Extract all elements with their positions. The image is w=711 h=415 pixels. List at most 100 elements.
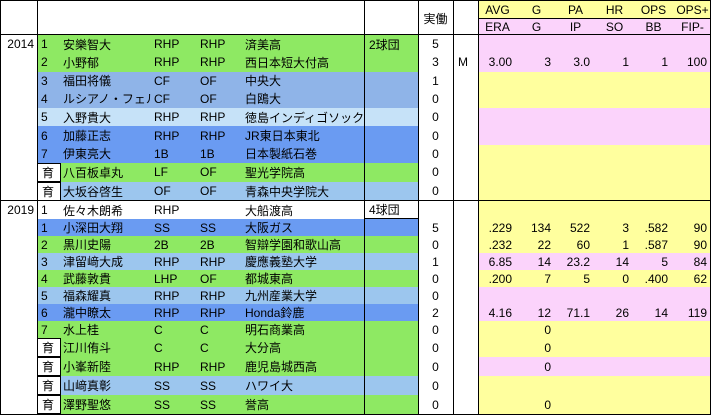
cell-competing-teams[interactable]	[364, 89, 418, 109]
cell-competing-teams[interactable]	[364, 270, 418, 287]
cell-stat-2[interactable]	[556, 287, 595, 304]
cell-stat-5[interactable]	[673, 35, 710, 54]
cell-stat-1[interactable]	[517, 126, 556, 145]
cell-year[interactable]	[1, 338, 37, 357]
cell-stat-5[interactable]	[673, 108, 710, 127]
cell-position-current[interactable]: 2B	[197, 236, 243, 253]
cell-stat-3[interactable]	[595, 181, 634, 201]
cell-year[interactable]	[1, 270, 37, 287]
cell-player-name[interactable]: 黒川史陽	[61, 236, 151, 253]
cell-stat-1[interactable]	[517, 108, 556, 127]
cell-stat-0[interactable]	[478, 35, 517, 54]
cell-mark[interactable]	[453, 321, 478, 338]
cell-year[interactable]	[1, 162, 37, 182]
cell-player-name[interactable]: 水上桂	[61, 321, 151, 338]
cell-stat-3[interactable]	[595, 108, 634, 127]
cell-stat-3[interactable]: 26	[595, 304, 634, 321]
cell-stat-1[interactable]: 0	[517, 357, 556, 376]
cell-stat-2[interactable]	[556, 321, 595, 338]
cell-position-drafted[interactable]: CF	[151, 89, 197, 109]
cell-player-name[interactable]: 瀧中瞭太	[61, 304, 151, 321]
cell-stat-0[interactable]	[478, 89, 517, 109]
cell-round[interactable]: 3	[37, 71, 61, 90]
cell-round[interactable]: 育	[37, 395, 61, 414]
cell-years-active[interactable]: 0	[418, 162, 453, 182]
cell-round[interactable]: 育	[37, 357, 61, 376]
cell-position-drafted[interactable]: C	[151, 338, 197, 357]
cell-year[interactable]: 2014	[1, 35, 37, 54]
cell-stat-0[interactable]: 6.85	[478, 253, 517, 270]
cell-stat-3[interactable]: 14	[595, 253, 634, 270]
cell-stat-2[interactable]	[556, 338, 595, 357]
cell-stat-1[interactable]: 7	[517, 270, 556, 287]
cell-player-name[interactable]: 福田将儀	[61, 71, 151, 90]
cell-years-active[interactable]: 0	[418, 395, 453, 414]
cell-stat-2[interactable]	[556, 162, 595, 182]
cell-player-name[interactable]: ルシアノ・フェルナ	[61, 89, 151, 109]
cell-position-drafted[interactable]: 1B	[151, 144, 197, 163]
cell-year[interactable]	[1, 108, 37, 127]
cell-years-active[interactable]: 0	[418, 181, 453, 201]
cell-stat-0[interactable]	[478, 338, 517, 357]
cell-stat-1[interactable]: 0	[517, 338, 556, 357]
cell-competing-teams[interactable]	[364, 71, 418, 90]
cell-position-drafted[interactable]: SS	[151, 376, 197, 395]
cell-position-drafted[interactable]: C	[151, 321, 197, 338]
cell-stat-4[interactable]: .582	[634, 219, 673, 236]
cell-stat-3[interactable]	[595, 162, 634, 182]
cell-stat-5[interactable]	[673, 89, 710, 109]
cell-years-active[interactable]: 0	[418, 236, 453, 253]
cell-stat-1[interactable]	[517, 71, 556, 90]
cell-stat-4[interactable]	[634, 287, 673, 304]
cell-round[interactable]: 4	[37, 270, 61, 287]
cell-stat-1[interactable]	[517, 162, 556, 182]
cell-round[interactable]: 6	[37, 126, 61, 145]
batting-stat-label-0[interactable]: AVG	[478, 1, 517, 18]
cell-player-name[interactable]: 小峯新陸	[61, 357, 151, 376]
cell-position-drafted[interactable]: RHP	[151, 201, 197, 219]
cell-competing-teams[interactable]	[364, 181, 418, 201]
cell-school[interactable]: 都城東高	[243, 270, 364, 287]
cell-stat-1[interactable]	[517, 144, 556, 163]
cell-stat-3[interactable]	[595, 357, 634, 376]
pitching-stat-label-5[interactable]: FIP-	[673, 18, 710, 35]
cell-year[interactable]	[1, 89, 37, 109]
cell-round[interactable]: 育	[37, 338, 61, 357]
cell-stat-4[interactable]	[634, 338, 673, 357]
cell-player-name[interactable]: 佐々木朗希	[61, 201, 151, 219]
cell-round[interactable]: 2	[37, 53, 61, 72]
cell-position-drafted[interactable]: RHP	[151, 287, 197, 304]
cell-stat-1[interactable]: 0	[517, 395, 556, 414]
cell-round[interactable]: 育	[37, 162, 61, 182]
cell-year[interactable]	[1, 219, 37, 236]
cell-player-name[interactable]: 津留﨑大成	[61, 253, 151, 270]
cell-stat-0[interactable]: .200	[478, 270, 517, 287]
cell-round[interactable]: 4	[37, 89, 61, 109]
cell-player-name[interactable]: 福森耀真	[61, 287, 151, 304]
cell-stat-0[interactable]	[478, 321, 517, 338]
cell-years-active[interactable]: 1	[418, 71, 453, 90]
cell-school[interactable]: 大船渡高	[243, 201, 364, 219]
cell-year[interactable]	[1, 126, 37, 145]
cell-round[interactable]: 2	[37, 236, 61, 253]
cell-player-name[interactable]: 安樂智大	[61, 35, 151, 54]
cell-year[interactable]	[1, 304, 37, 321]
cell-competing-teams[interactable]	[364, 357, 418, 376]
cell-years-active[interactable]: 2	[418, 304, 453, 321]
cell-mark[interactable]	[453, 338, 478, 357]
cell-stat-1[interactable]: 12	[517, 304, 556, 321]
cell-stat-5[interactable]: 62	[673, 270, 710, 287]
cell-position-current[interactable]: SS	[197, 376, 243, 395]
cell-competing-teams[interactable]	[364, 321, 418, 338]
cell-stat-4[interactable]	[634, 321, 673, 338]
cell-stat-4[interactable]	[634, 357, 673, 376]
cell-mark[interactable]	[453, 357, 478, 376]
cell-school[interactable]: ハワイ大	[243, 376, 364, 395]
cell-stat-4[interactable]	[634, 126, 673, 145]
cell-mark[interactable]: M	[453, 53, 478, 72]
cell-round[interactable]: 育	[37, 181, 61, 201]
cell-stat-4[interactable]: 1	[634, 53, 673, 72]
cell-years-active[interactable]: 0	[418, 108, 453, 127]
cell-player-name[interactable]: 入野貴大	[61, 108, 151, 127]
cell-competing-teams[interactable]	[364, 53, 418, 72]
